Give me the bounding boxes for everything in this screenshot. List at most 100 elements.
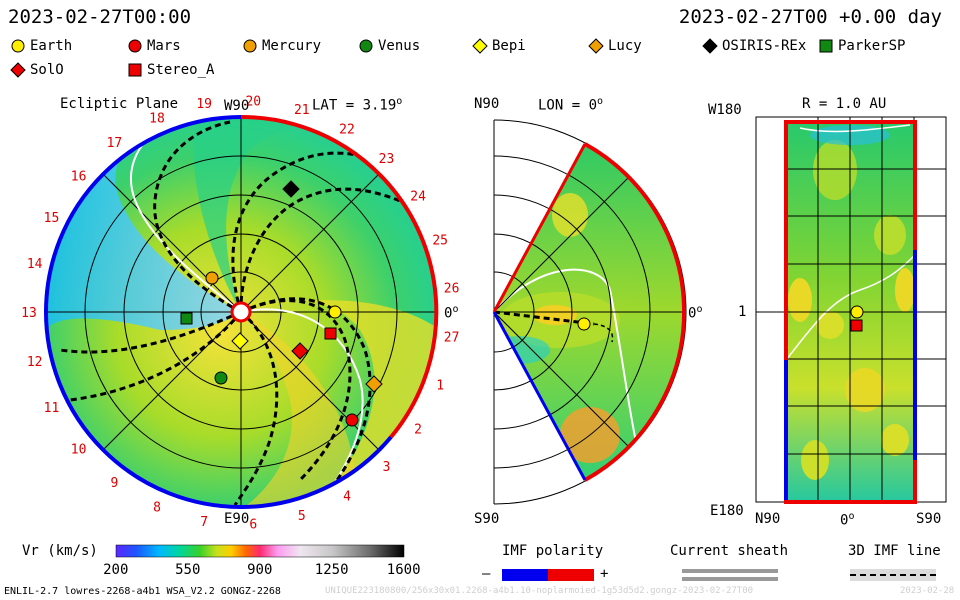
bepi-marker bbox=[231, 332, 249, 350]
carrington-label: 2 bbox=[414, 423, 422, 438]
square-icon bbox=[128, 63, 142, 77]
stereo-a-marker-radial bbox=[850, 319, 863, 332]
legend-label: Venus bbox=[378, 38, 421, 54]
imf-line-label: 3D IMF line bbox=[848, 543, 941, 559]
radial-panel bbox=[755, 116, 947, 504]
legend-venus: Venus bbox=[358, 38, 420, 54]
ecliptic-w90: W90 bbox=[224, 98, 250, 114]
legend-stereo-a: Stereo_A bbox=[127, 62, 214, 78]
diamond-icon bbox=[10, 62, 26, 78]
radial-n90: N90 bbox=[755, 511, 781, 527]
colorbar-tick-label: 1600 bbox=[386, 562, 421, 578]
legend-label: Bepi bbox=[492, 38, 526, 54]
meridional-zero: 0o bbox=[688, 304, 703, 322]
sun-marker bbox=[230, 301, 252, 323]
carrington-label: 16 bbox=[71, 170, 87, 185]
circle-icon bbox=[243, 39, 257, 53]
meridional-s90: S90 bbox=[474, 511, 500, 527]
diamond-icon bbox=[702, 38, 718, 54]
carrington-label: 14 bbox=[27, 257, 43, 272]
solo-marker bbox=[291, 342, 309, 360]
legend-label: Mercury bbox=[262, 38, 322, 54]
carrington-label: 26 bbox=[444, 281, 460, 296]
carrington-label: 3 bbox=[383, 460, 391, 475]
carrington-label: 21 bbox=[294, 103, 310, 118]
mars-marker bbox=[345, 413, 359, 427]
imf-polarity-plus: + bbox=[600, 566, 609, 582]
meridional-panel bbox=[492, 119, 687, 505]
imf-polarity-negative bbox=[502, 569, 548, 581]
ecliptic-lat: LAT = 3.19o bbox=[312, 96, 403, 114]
carrington-label: 22 bbox=[339, 122, 355, 137]
carrington-labels: 19 20212223242526271234567891011121314151… bbox=[21, 94, 459, 532]
carrington-label: 1 bbox=[436, 379, 444, 394]
carrington-label: 5 bbox=[298, 509, 306, 524]
radial-w180: W180 bbox=[708, 102, 742, 118]
osiris-rex-marker bbox=[282, 180, 300, 198]
carrington-label: 20 bbox=[245, 94, 261, 109]
diamond-icon bbox=[588, 38, 604, 54]
footer-date: 2023-02-28 bbox=[900, 586, 955, 596]
footer-model-info: ENLIL-2.7 lowres-2268-a4b1 WSA_V2.2 GONG… bbox=[4, 586, 281, 597]
legend-label: Stereo_A bbox=[147, 62, 215, 78]
earth-marker-meridional bbox=[577, 317, 591, 331]
carrington-label: 11 bbox=[44, 401, 60, 416]
parkersp-marker bbox=[180, 312, 193, 325]
current-sheath-label: Current sheath bbox=[670, 543, 789, 559]
legend-label: SolO bbox=[30, 62, 64, 78]
legend-mars: Mars bbox=[127, 38, 181, 54]
ecliptic-title: Ecliptic Plane bbox=[60, 96, 179, 112]
carrington-label: 10 bbox=[71, 442, 87, 457]
imf-polarity-positive bbox=[548, 569, 594, 581]
venus-marker bbox=[214, 371, 228, 385]
legend-label: OSIRIS-REx bbox=[722, 38, 807, 54]
legend-lucy: Lucy bbox=[588, 38, 642, 54]
carrington-label: 7 bbox=[200, 515, 208, 530]
diamond-icon bbox=[472, 38, 488, 54]
carrington-label: 24 bbox=[410, 190, 426, 205]
carrington-label: 23 bbox=[379, 152, 395, 167]
carrington-label: 13 bbox=[21, 306, 37, 321]
meridional-n90: N90 bbox=[474, 96, 500, 112]
legend-earth: Earth bbox=[10, 38, 72, 54]
ecliptic-e90: E90 bbox=[224, 511, 250, 527]
legend-parkersp: ParkerSP bbox=[818, 38, 905, 54]
current-sheath-sample bbox=[682, 577, 778, 581]
radial-title: R = 1.0 AU bbox=[802, 96, 887, 112]
radial-s90: S90 bbox=[916, 511, 942, 527]
legend-solo: SolO bbox=[10, 62, 64, 78]
footer-run-id: UNIQUE223180800/256x30x01.2268-a4b1.10-n… bbox=[325, 586, 754, 596]
carrington-label: 17 bbox=[107, 136, 123, 151]
radial-e180: E180 bbox=[710, 503, 744, 519]
stereo-a-marker bbox=[324, 327, 337, 340]
carrington-label: 18 bbox=[149, 111, 165, 126]
legend-label: Lucy bbox=[608, 38, 642, 54]
circle-icon bbox=[128, 39, 142, 53]
lucy-marker bbox=[365, 375, 383, 393]
circle-icon bbox=[359, 39, 373, 53]
square-icon bbox=[819, 39, 833, 53]
colorbar-tick-label: 200 bbox=[103, 562, 129, 578]
datetime-right: 2023-02-27T00 +0.00 day bbox=[678, 6, 942, 28]
carrington-label: 8 bbox=[153, 501, 161, 516]
imf-polarity-label: IMF polarity bbox=[502, 543, 604, 559]
carrington-label: 19 bbox=[196, 97, 212, 112]
carrington-label: 12 bbox=[27, 355, 43, 370]
carrington-label: 25 bbox=[432, 234, 448, 249]
imf-polarity-minus: – bbox=[482, 566, 491, 582]
mercury-marker bbox=[205, 271, 219, 285]
earth-marker-radial bbox=[850, 305, 864, 319]
ecliptic-panel: 19 20212223242526271234567891011121314151… bbox=[21, 94, 459, 532]
legend-label: Earth bbox=[30, 38, 73, 54]
earth-marker bbox=[328, 305, 342, 319]
circle-icon bbox=[11, 39, 25, 53]
colorbar-tick-label: 1250 bbox=[314, 562, 349, 578]
carrington-label: 4 bbox=[343, 490, 351, 505]
meridional-title: LON = 0o bbox=[538, 96, 604, 114]
carrington-label: 15 bbox=[44, 211, 60, 226]
carrington-label: 9 bbox=[110, 476, 118, 491]
ecliptic-zero: 0o bbox=[444, 304, 459, 322]
legend-osiris-rex: OSIRIS-REx bbox=[702, 38, 806, 54]
radial-zero: 0o bbox=[840, 511, 855, 529]
